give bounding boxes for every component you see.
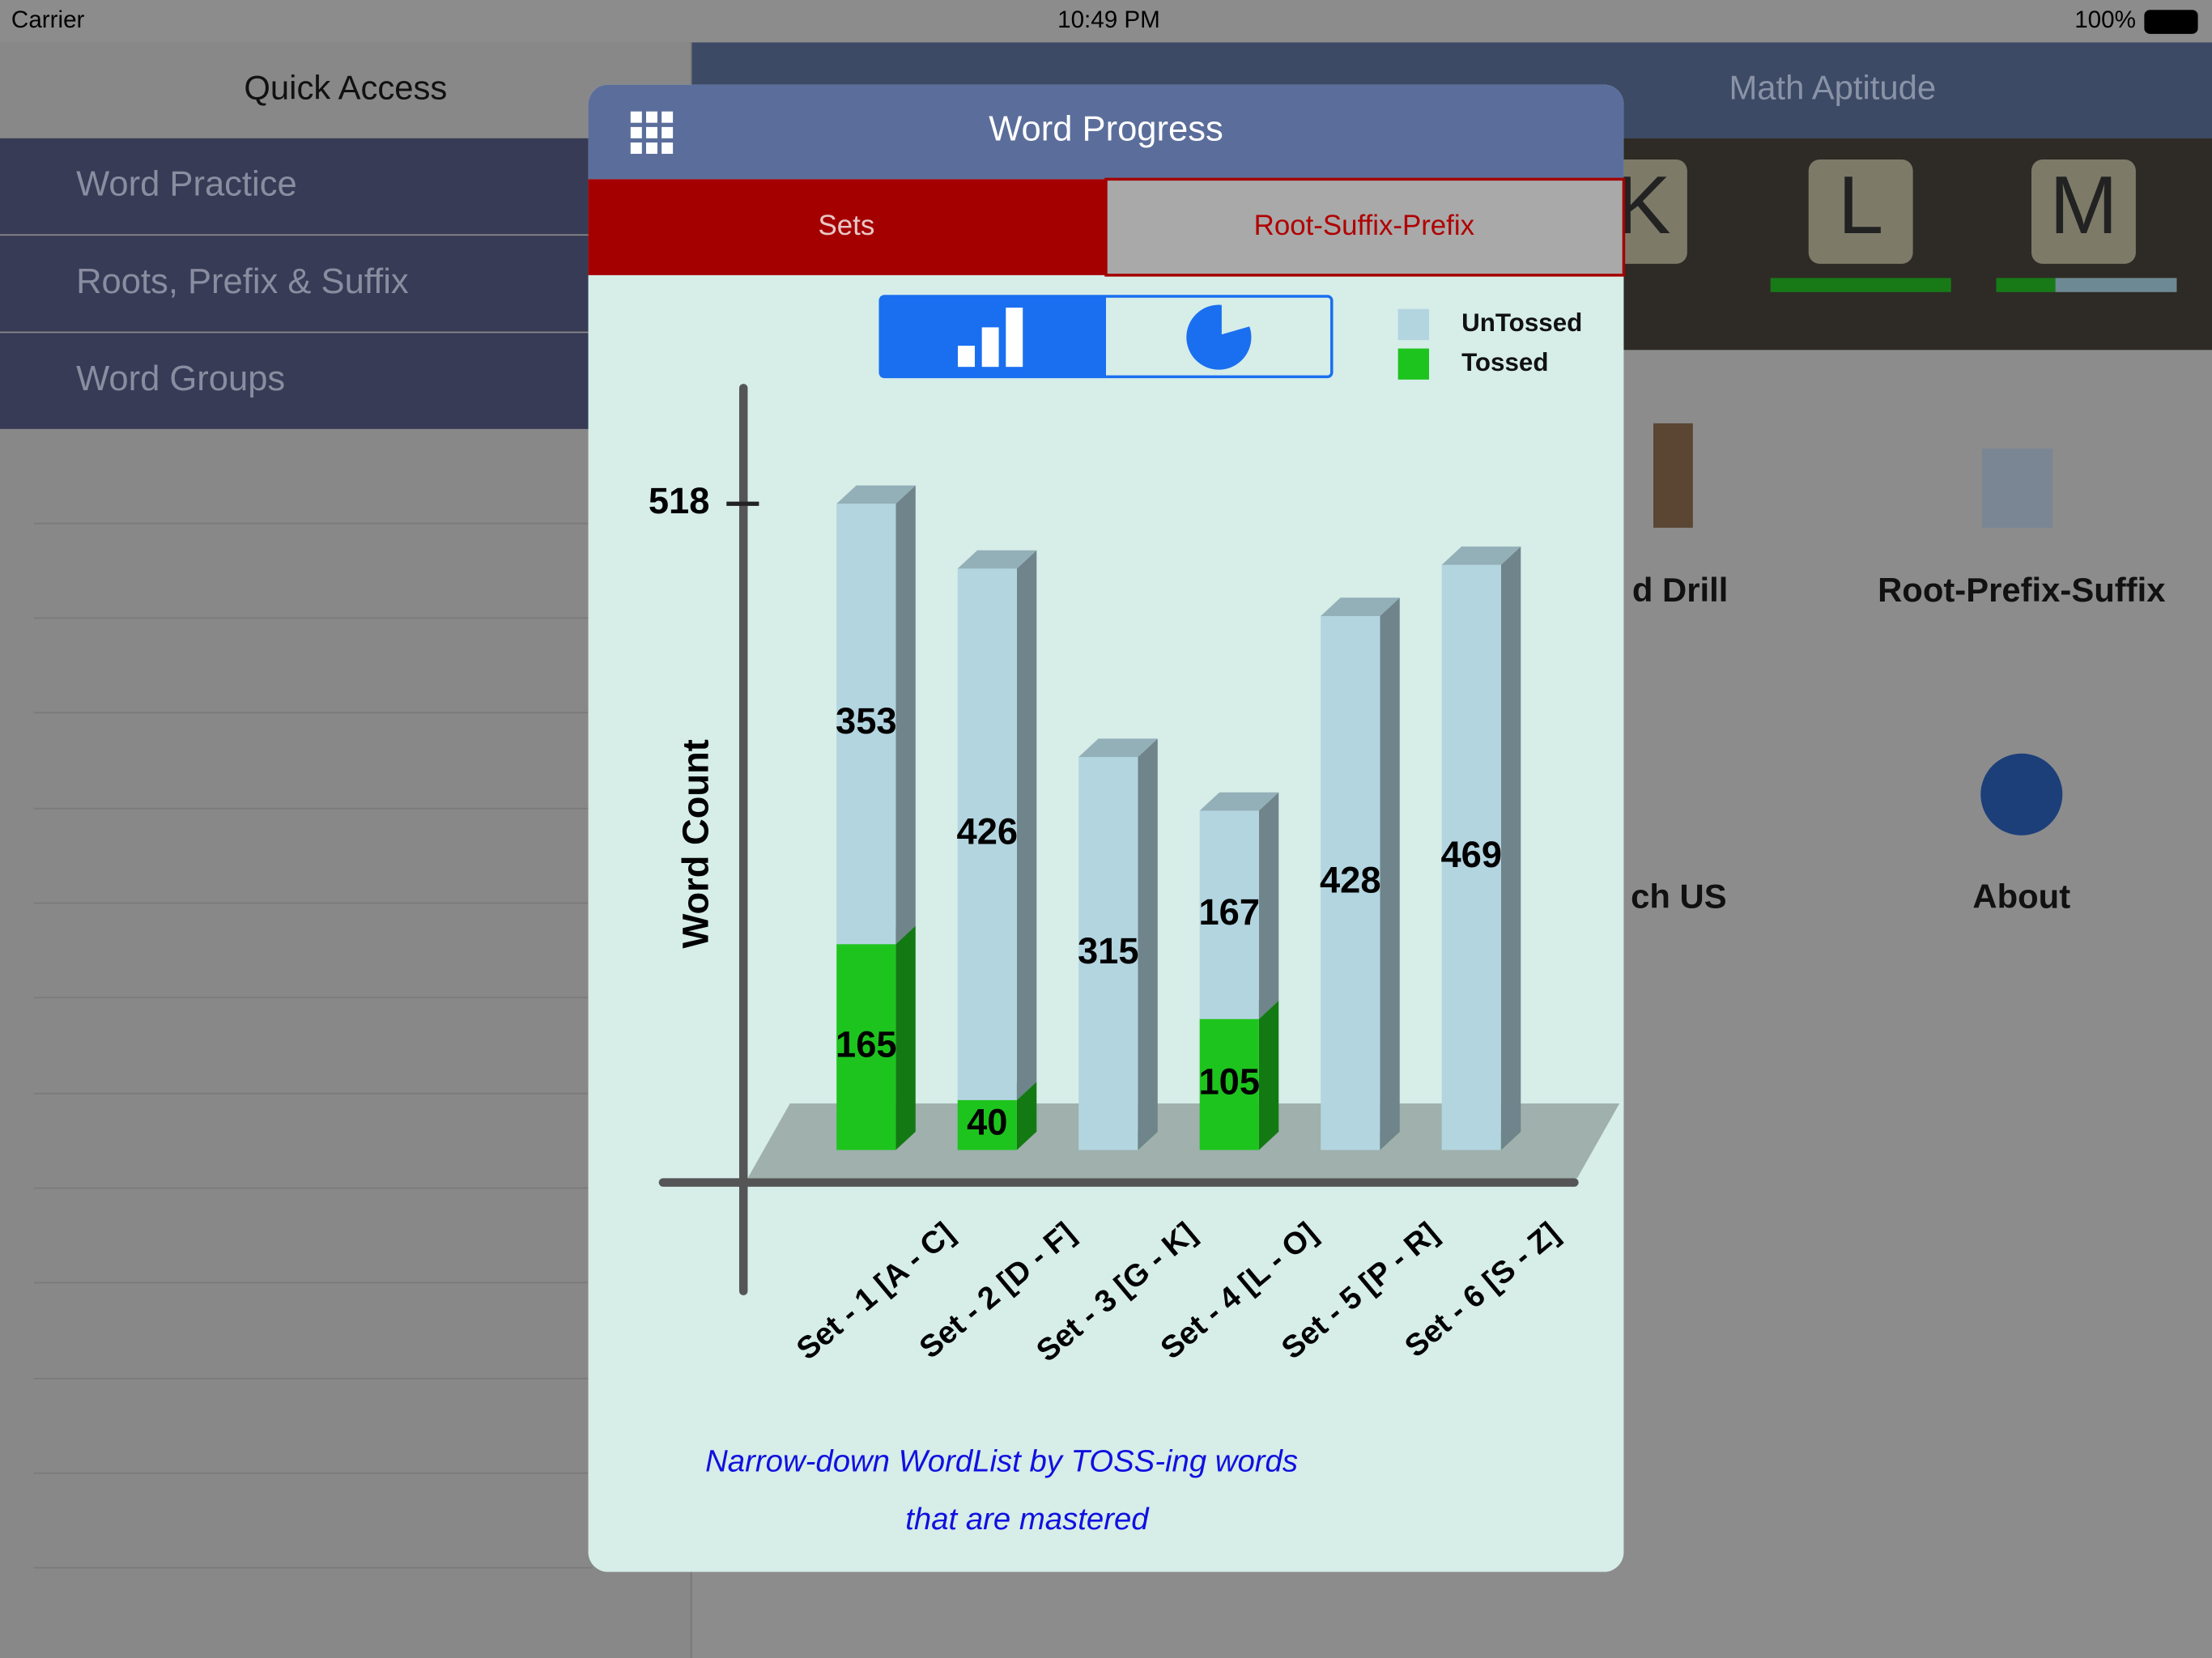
bar-segment xyxy=(1441,564,1501,1150)
sidebar-rows xyxy=(33,522,593,1569)
footer-text: Narrow-down WordList by TOSS-ing words xyxy=(705,1444,1298,1479)
tile[interactable] xyxy=(1808,159,1913,264)
battery-icon xyxy=(2144,10,2198,34)
tab[interactable] xyxy=(1104,177,1626,277)
bar-side xyxy=(1258,792,1279,1019)
value-label: 426 xyxy=(957,811,1019,852)
tile-letter: K xyxy=(1616,160,1670,251)
y-axis-label: Word Count xyxy=(674,739,716,948)
value-label: 428 xyxy=(1320,860,1381,901)
bar-side xyxy=(1016,550,1037,1100)
battery-text: 100% xyxy=(2074,6,2136,33)
tab-active[interactable] xyxy=(588,179,1106,275)
clock: 10:49 PM xyxy=(1057,6,1160,33)
value-label: 469 xyxy=(1440,834,1502,875)
rps-icon xyxy=(1981,449,2053,528)
pie-icon-slice xyxy=(1221,301,1252,335)
icon-label[interactable]: About xyxy=(1972,877,2070,915)
bar-side xyxy=(895,925,916,1150)
drill-icon xyxy=(1653,423,1693,528)
tile-progress xyxy=(2055,278,2177,292)
bar-side xyxy=(1500,546,1521,1150)
icon-label[interactable]: d Drill xyxy=(1632,571,1728,609)
value-label: 40 xyxy=(967,1102,1007,1143)
value-label: 315 xyxy=(1078,930,1139,971)
footer-text: that are mastered xyxy=(905,1502,1150,1537)
sidebar-item[interactable] xyxy=(0,236,593,332)
tile-progress xyxy=(1770,278,1951,292)
value-label: 165 xyxy=(836,1023,897,1065)
bar-segment xyxy=(1199,810,1259,1019)
sidebar-item[interactable] xyxy=(0,138,593,235)
bar-top xyxy=(1199,792,1279,811)
bar-top xyxy=(1441,546,1521,565)
icon-label[interactable]: ch US xyxy=(1631,877,1726,915)
tab-label: Root-Suffix-Prefix xyxy=(1254,210,1475,241)
bar-segment xyxy=(1078,757,1138,1150)
bar-segment xyxy=(1321,615,1380,1150)
bar-top xyxy=(1078,738,1158,758)
nav-title[interactable]: Math Aptitude xyxy=(1729,69,1936,107)
sidebar-item-label: Word Practice xyxy=(76,165,297,204)
bar-top xyxy=(1321,597,1400,616)
tile[interactable] xyxy=(2031,159,2136,264)
tile-progress xyxy=(1996,278,2056,292)
bar-side xyxy=(895,485,916,945)
carrier: Carrier xyxy=(11,6,85,33)
tile-letter: L xyxy=(1838,160,1883,251)
legend-label: UnTossed xyxy=(1461,308,1582,337)
about-icon[interactable] xyxy=(1980,753,2063,835)
bar-segment xyxy=(957,1099,1017,1150)
value-label: 105 xyxy=(1198,1061,1260,1103)
icon-label[interactable]: Root-Prefix-Suffix xyxy=(1878,571,2165,609)
sidebar-item-label: Word Groups xyxy=(76,359,285,398)
sidebar-item-label: Roots, Prefix & Suffix xyxy=(76,262,409,301)
bar-segment xyxy=(1199,1018,1259,1150)
bar-top xyxy=(957,550,1037,569)
tab-label: Sets xyxy=(819,210,875,241)
bar-side xyxy=(1138,738,1158,1150)
modal-header xyxy=(588,84,1624,180)
tile-letter: M xyxy=(2049,160,2117,251)
bar-icon xyxy=(958,307,1023,368)
grid-menu-icon[interactable] xyxy=(630,111,674,154)
sidebar-title: Quick Access xyxy=(244,69,447,107)
legend-swatch xyxy=(1397,308,1429,341)
bar-segment xyxy=(957,568,1017,1100)
bar-top xyxy=(836,485,916,504)
legend-swatch xyxy=(1397,348,1429,380)
sidebar-item[interactable] xyxy=(0,333,593,429)
bar-side xyxy=(1380,597,1400,1150)
value-label: 167 xyxy=(1198,891,1260,933)
y-tick-label: 518 xyxy=(649,480,710,521)
modal-title: Word Progress xyxy=(989,110,1223,149)
value-label: 353 xyxy=(836,700,897,742)
bar-side xyxy=(1016,1082,1037,1150)
bar-segment xyxy=(836,944,896,1150)
bar-segment xyxy=(836,504,896,945)
status-bar xyxy=(0,0,2212,43)
bar-side xyxy=(1258,1001,1279,1150)
legend-label: Tossed xyxy=(1461,348,1548,376)
